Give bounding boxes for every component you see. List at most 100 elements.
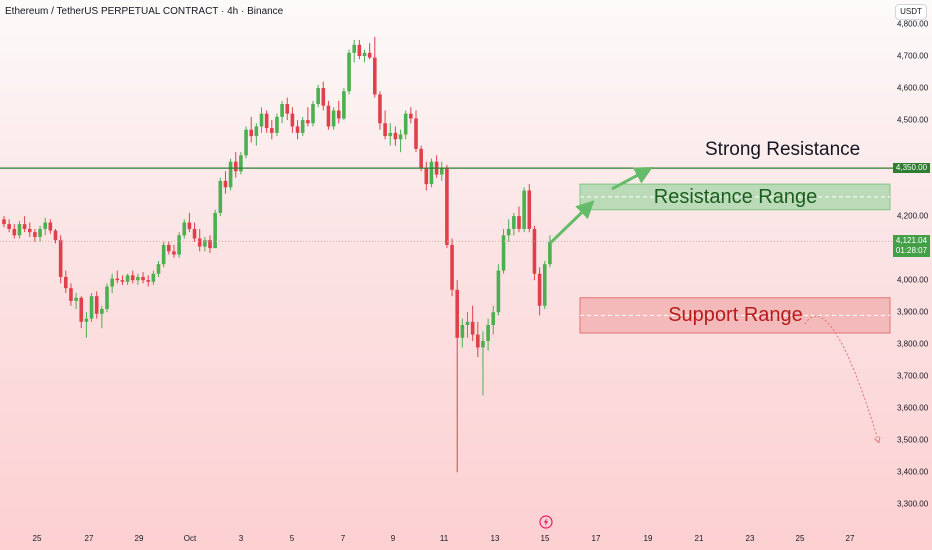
time-tick: 25 (795, 534, 805, 543)
candle (89, 292, 94, 322)
candle (537, 267, 542, 316)
candle (33, 228, 37, 242)
candle (79, 296, 84, 329)
candle (48, 219, 53, 234)
candle (146, 275, 150, 287)
candle (434, 155, 439, 178)
candle (532, 225, 537, 281)
bullish-arrow (611, 167, 653, 191)
candle (439, 161, 444, 181)
candle (481, 331, 485, 396)
candle (527, 184, 532, 233)
candle (223, 171, 228, 194)
price-tick: 3,800.00 (897, 339, 929, 349)
candle (316, 84, 320, 108)
price-tick: 4,500.00 (897, 115, 929, 125)
price-tick: 3,700.00 (897, 371, 929, 381)
candle (167, 241, 171, 255)
bullish-arrow (548, 200, 595, 245)
candle (208, 235, 212, 253)
candle (424, 161, 429, 191)
candle (275, 113, 279, 137)
candle (84, 312, 89, 338)
candle (2, 216, 6, 228)
candle (311, 100, 315, 127)
candle (414, 110, 418, 153)
candle (419, 145, 423, 172)
time-tick: 19 (643, 534, 653, 543)
candle (476, 321, 480, 358)
candle (64, 270, 68, 293)
candle (100, 305, 104, 329)
price-tick: 3,600.00 (897, 403, 929, 413)
candle (496, 264, 501, 316)
time-tick: 7 (340, 534, 346, 543)
candle (182, 219, 187, 239)
candle (172, 244, 176, 258)
candle (331, 107, 336, 130)
time-tick: 11 (439, 534, 449, 543)
candle (213, 209, 217, 249)
last-price-value: 4,121.04 (895, 236, 928, 246)
time-tick: 13 (490, 534, 500, 543)
candle (197, 228, 202, 252)
candle (254, 123, 259, 146)
candle (7, 219, 11, 233)
candle (228, 158, 233, 191)
candle (136, 273, 140, 285)
currency-button[interactable]: USDT (895, 4, 927, 20)
candle (347, 49, 351, 95)
symbol-title: Ethereum / TetherUS PERPETUAL CONTRACT ·… (5, 6, 284, 17)
support-range-label: Support Range (668, 304, 803, 326)
candle (470, 305, 475, 341)
time-tick: 17 (591, 534, 601, 543)
candle (491, 305, 496, 335)
time-tick: 29 (134, 534, 144, 543)
candle (22, 216, 27, 233)
price-tick: 3,500.00 (897, 435, 929, 445)
candle (218, 177, 223, 217)
candle (517, 206, 521, 233)
candle (38, 225, 42, 242)
lightning-bolt-icon[interactable] (539, 515, 553, 529)
candle (141, 272, 145, 284)
price-tick: 3,300.00 (897, 499, 929, 509)
candle (455, 280, 459, 473)
candle (58, 235, 63, 284)
candle (542, 260, 547, 309)
strong-resistance-label: Strong Resistance (705, 139, 861, 160)
price-tick: 4,200.00 (897, 211, 929, 221)
candle (465, 312, 470, 338)
candle (17, 220, 22, 239)
candle (501, 228, 506, 274)
price-tick: 4,000.00 (897, 275, 929, 285)
candle (336, 100, 341, 124)
candle (239, 152, 243, 175)
candle (393, 126, 398, 146)
last-price-tag: 4,121.04 01:28:07 (893, 235, 930, 258)
candle (362, 49, 367, 63)
candle (352, 40, 356, 63)
price-tick: 4,800.00 (897, 19, 929, 29)
candle (105, 283, 109, 313)
overlay-layer (0, 167, 893, 440)
candle (12, 224, 17, 239)
candle (270, 120, 274, 140)
resistance-price-tag: 4,350.00 (893, 163, 930, 174)
candle (120, 275, 125, 285)
candle (300, 116, 305, 137)
candle (409, 107, 413, 124)
candle (280, 100, 284, 124)
candle (321, 81, 326, 111)
candle (69, 283, 73, 306)
price-tick: 4,700.00 (897, 51, 929, 61)
time-tick: 21 (694, 534, 704, 543)
candle (398, 129, 403, 153)
candle (187, 212, 192, 233)
candle (130, 270, 135, 284)
candle (264, 110, 269, 133)
candle (177, 232, 181, 258)
countdown-timer: 01:28:07 (895, 246, 928, 256)
